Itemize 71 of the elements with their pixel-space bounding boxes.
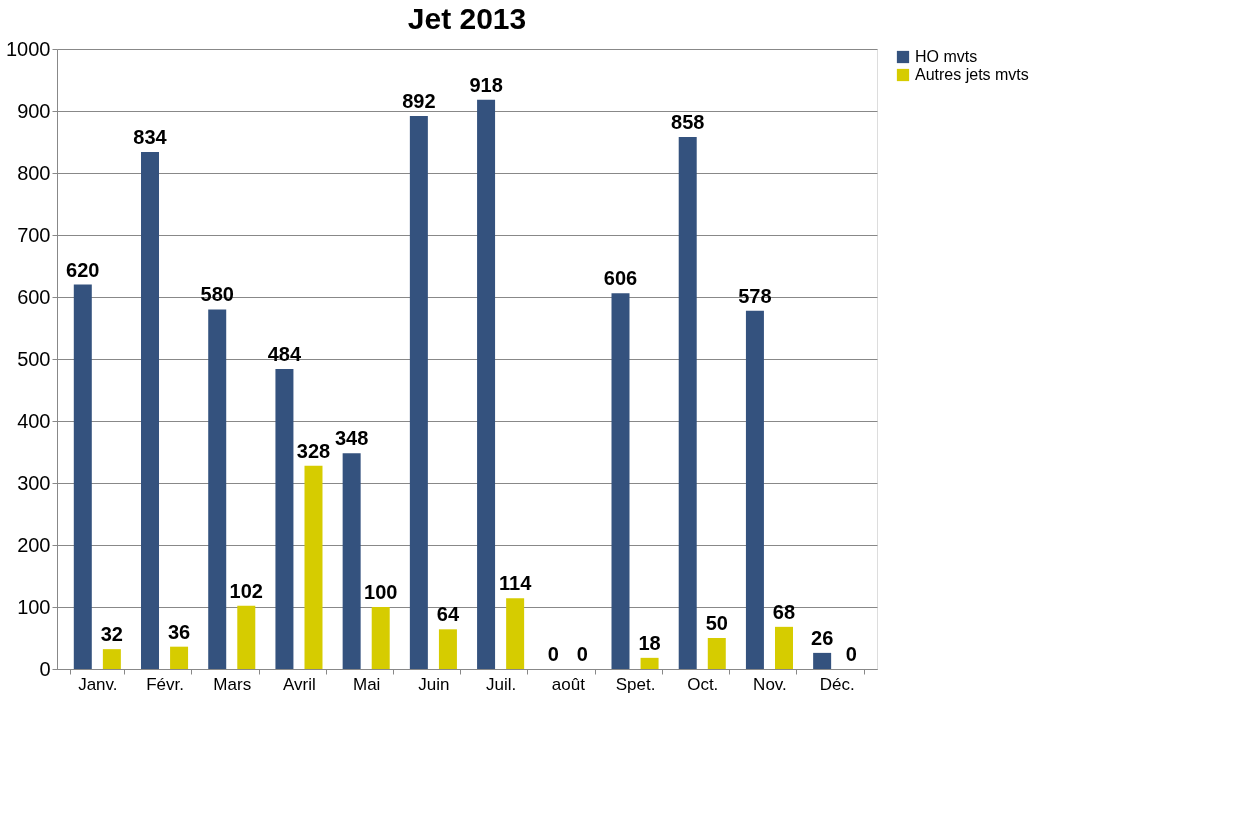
bar — [477, 99, 496, 669]
bar — [73, 284, 92, 669]
bar — [678, 137, 697, 669]
bar — [774, 626, 793, 669]
legend-label: HO mvts — [915, 48, 978, 65]
data-label: 858 — [671, 111, 705, 134]
y-tick-label: 800 — [17, 161, 51, 184]
data-label: 620 — [66, 258, 100, 281]
bar — [304, 465, 323, 669]
chart-title: Jet 2013 — [407, 2, 527, 35]
data-label: 578 — [738, 284, 772, 307]
data-label: 484 — [267, 342, 302, 365]
x-tick-label: Févr. — [146, 674, 184, 694]
data-label: 114 — [499, 572, 533, 595]
data-label: 606 — [603, 267, 638, 290]
y-tick-label: 0 — [39, 657, 51, 680]
data-label: 64 — [436, 603, 460, 626]
x-tick-label: Oct. — [687, 674, 719, 694]
bar — [275, 368, 294, 669]
data-label: 348 — [334, 427, 369, 450]
bar — [342, 453, 361, 669]
data-label: 892 — [402, 89, 436, 112]
x-tick-label: Mars — [213, 674, 252, 694]
y-tick-label: 700 — [17, 223, 51, 246]
data-label: 0 — [845, 643, 857, 665]
bar — [141, 151, 160, 669]
bar — [409, 115, 428, 669]
data-label: 0 — [576, 643, 588, 665]
data-label: 68 — [772, 600, 796, 623]
data-label: 328 — [296, 439, 331, 462]
y-tick-label: 300 — [17, 471, 51, 494]
x-tick-label: Juil. — [485, 674, 517, 694]
data-label: 50 — [705, 612, 728, 634]
data-label: 0 — [547, 643, 559, 665]
data-label: 102 — [229, 579, 263, 602]
data-label: 580 — [200, 283, 234, 306]
data-label: 100 — [364, 581, 398, 603]
x-tick-label: Avril — [283, 674, 316, 694]
y-tick-label: 100 — [17, 595, 51, 618]
y-tick-label: 900 — [17, 99, 51, 122]
bar — [170, 646, 189, 669]
x-tick-label: Janv. — [78, 674, 118, 694]
y-tick-label: 400 — [17, 409, 51, 432]
x-tick-label: Juin — [418, 674, 450, 694]
bar — [438, 629, 457, 669]
data-label: 36 — [167, 620, 191, 643]
data-label: 26 — [811, 626, 834, 649]
bar — [745, 310, 764, 669]
data-label: 32 — [100, 623, 123, 646]
bar — [640, 657, 659, 669]
x-tick-label: Déc. — [819, 674, 855, 694]
bar — [237, 605, 256, 669]
x-tick-label: Spet. — [615, 674, 656, 694]
y-tick-label: 1000 — [6, 37, 51, 60]
y-tick-label: 200 — [17, 533, 51, 556]
data-label: 918 — [469, 73, 503, 96]
data-label: 18 — [638, 631, 661, 654]
data-label: 834 — [133, 125, 168, 148]
bar — [611, 293, 630, 669]
x-tick-label: août — [551, 674, 586, 694]
x-tick-label: Nov. — [753, 674, 787, 694]
bar — [371, 607, 390, 669]
legend-label: Autres jets mvts — [915, 66, 1029, 83]
bar — [813, 652, 832, 669]
bar — [707, 638, 726, 669]
bar — [102, 649, 121, 669]
x-tick-label: Mai — [352, 674, 381, 694]
bar — [506, 598, 525, 669]
y-tick-label: 500 — [17, 347, 51, 370]
y-tick-label: 600 — [17, 285, 51, 308]
bar — [208, 309, 227, 669]
